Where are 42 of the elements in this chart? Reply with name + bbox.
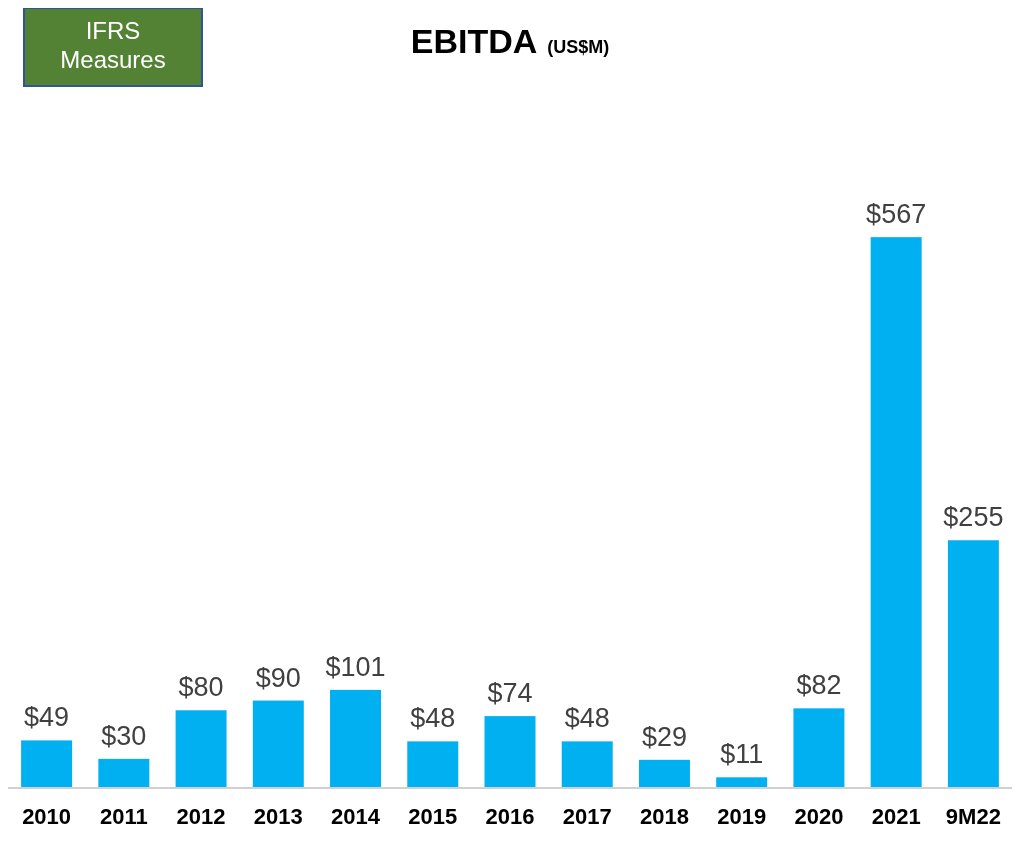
x-tick-label: 2021 bbox=[871, 804, 921, 829]
x-tick-label: 2012 bbox=[176, 804, 226, 829]
x-tick-label: 2018 bbox=[639, 804, 689, 829]
bar bbox=[793, 708, 845, 788]
data-label: $30 bbox=[101, 720, 147, 751]
x-tick-label: 2014 bbox=[331, 804, 381, 829]
bar bbox=[175, 710, 227, 788]
bar bbox=[638, 759, 690, 788]
data-label: $567 bbox=[866, 199, 927, 230]
bar bbox=[870, 237, 922, 788]
bar bbox=[252, 700, 304, 788]
data-label: $80 bbox=[178, 672, 224, 703]
x-tick-label: 2017 bbox=[562, 804, 612, 829]
chart-title: EBITDA bbox=[410, 22, 538, 60]
data-label: $29 bbox=[641, 721, 687, 752]
bar bbox=[330, 689, 382, 788]
bar bbox=[947, 540, 999, 788]
x-tick-label: 2011 bbox=[99, 804, 148, 829]
x-tick-label: 2013 bbox=[253, 804, 303, 829]
x-tick-label: 2019 bbox=[717, 804, 767, 829]
data-label: $90 bbox=[255, 662, 301, 693]
bar bbox=[561, 741, 613, 788]
data-label: $48 bbox=[410, 703, 456, 734]
data-label: $48 bbox=[564, 703, 610, 734]
chart-subtitle: (US$M) bbox=[547, 37, 610, 57]
x-tick-label: 2020 bbox=[794, 804, 844, 829]
bar bbox=[98, 758, 150, 788]
data-label: $101 bbox=[325, 651, 386, 682]
x-tick-label: 2015 bbox=[408, 804, 458, 829]
bar bbox=[484, 716, 536, 788]
data-label: $11 bbox=[720, 739, 764, 770]
x-tick-label: 2016 bbox=[485, 804, 535, 829]
x-tick-label: 2010 bbox=[22, 804, 72, 829]
data-label: $82 bbox=[796, 670, 842, 701]
data-label: $74 bbox=[487, 678, 533, 709]
bar bbox=[407, 741, 459, 788]
x-tick-label: 9M22 bbox=[945, 804, 1001, 829]
bar bbox=[21, 740, 73, 788]
text: IFRS Measures bbox=[60, 17, 166, 73]
bar bbox=[716, 777, 768, 788]
data-label: $255 bbox=[943, 502, 1004, 533]
data-label: $49 bbox=[24, 702, 70, 733]
